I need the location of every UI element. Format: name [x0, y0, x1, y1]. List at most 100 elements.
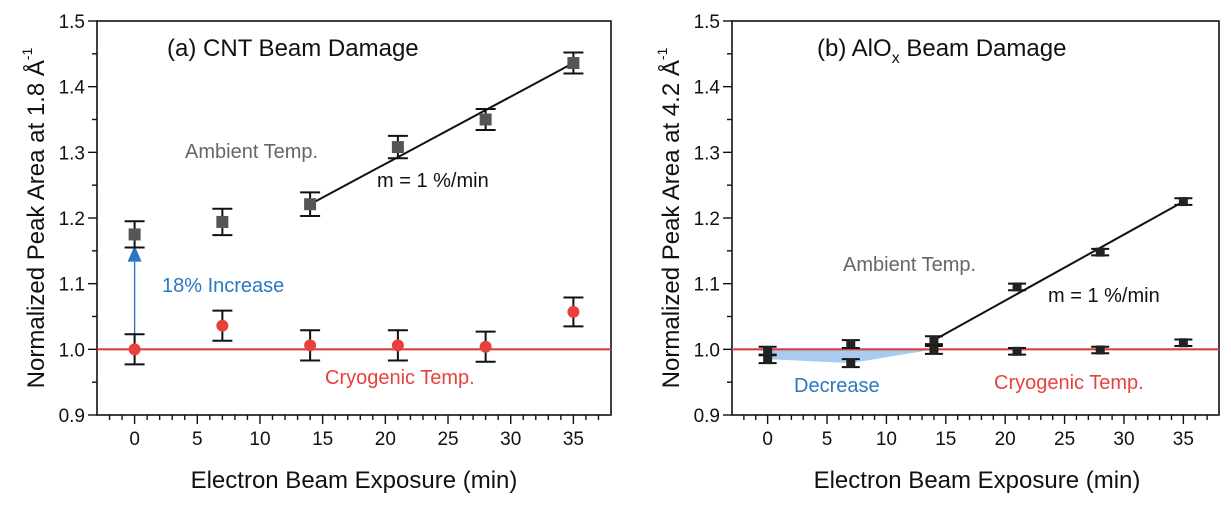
y-tick-label: 1.3	[694, 143, 720, 164]
data-point	[841, 339, 860, 350]
panel-b-ticks: 0 5 10 15 20 25 30 35 0.9 1.0 1.1 1.2 1.3 1.4 1.5	[694, 12, 1208, 450]
data-point	[841, 358, 860, 369]
panel-a-ticks: 0 5 10 15 20 25 30 35 0.9 1.0 1.1 1.2 1.3 1.4 1.5	[59, 12, 600, 450]
panel-b-x-axis-title: Electron Beam Exposure (min)	[814, 467, 1141, 494]
square-marker	[1178, 338, 1188, 348]
circle-marker	[567, 305, 580, 318]
data-point	[475, 107, 496, 132]
x-tick-label: 5	[192, 429, 203, 450]
panel-a-title: (a) CNT Beam Damage	[167, 35, 419, 62]
square-marker	[479, 113, 492, 126]
y-tick-label: 1.5	[694, 12, 720, 33]
x-tick-label: 15	[312, 429, 333, 450]
data-point	[387, 329, 408, 362]
square-marker	[216, 215, 229, 228]
data-point	[1174, 197, 1193, 207]
panel-a-increase-arrow-head	[127, 245, 142, 262]
panel-a-fit-line	[309, 62, 574, 206]
square-marker	[1095, 247, 1105, 257]
x-tick-label: 5	[822, 429, 833, 450]
circle-marker	[391, 339, 404, 352]
square-marker	[304, 198, 317, 211]
x-tick-label: 30	[500, 429, 521, 450]
data-point	[300, 329, 321, 362]
data-point	[300, 191, 321, 218]
y-tick-label: 1.2	[694, 209, 720, 230]
y-tick-label: 1.2	[59, 209, 85, 230]
data-point	[1008, 346, 1027, 356]
square-marker	[846, 358, 856, 368]
data-point	[924, 345, 943, 355]
square-marker	[128, 228, 141, 241]
data-point	[212, 207, 233, 237]
panel-b-ambient-label: Ambient Temp.	[843, 254, 976, 276]
panel-a-x-axis-title: Electron Beam Exposure (min)	[191, 467, 518, 494]
y-tick-label: 0.9	[694, 406, 720, 427]
panel-b-data-points	[758, 197, 1193, 369]
data-point	[758, 345, 777, 356]
panel-b-decrease-label: Decrease	[794, 375, 880, 397]
panel-b-cryo-label: Cryogenic Temp.	[994, 372, 1144, 394]
data-point	[124, 220, 145, 249]
square-marker	[1178, 197, 1188, 207]
panel-b-slope-label: m = 1 %/min	[1048, 285, 1160, 307]
circle-marker	[479, 340, 492, 353]
data-point	[563, 51, 584, 75]
panel-b-fit-line	[933, 200, 1184, 342]
y-tick-label: 1.4	[694, 78, 721, 99]
panel-a-plot-frame	[96, 20, 612, 416]
square-marker	[1095, 345, 1105, 355]
square-marker	[391, 141, 404, 154]
panel-a-cryo-label: Cryogenic Temp.	[325, 367, 475, 389]
square-marker	[763, 354, 773, 364]
square-marker	[929, 345, 939, 355]
data-point	[1008, 282, 1027, 292]
y-tick-label: 1.0	[59, 340, 85, 361]
y-tick-label: 1.1	[59, 275, 85, 296]
x-tick-label: 20	[375, 429, 396, 450]
panel-a-slope-label: m = 1 %/min	[377, 170, 489, 192]
x-tick-label: 10	[249, 429, 270, 450]
x-tick-label: 30	[1113, 429, 1134, 450]
x-tick-label: 10	[876, 429, 897, 450]
square-marker	[929, 335, 939, 345]
panel-b-decrease-region	[767, 349, 934, 364]
panel-a-data-points	[124, 51, 584, 366]
x-tick-label: 35	[563, 429, 584, 450]
data-point	[1091, 247, 1110, 257]
data-point	[475, 330, 496, 363]
data-point	[1091, 345, 1110, 355]
x-tick-label: 35	[1173, 429, 1194, 450]
square-marker	[846, 339, 856, 349]
circle-marker	[304, 339, 317, 352]
x-tick-label: 0	[129, 429, 140, 450]
y-tick-label: 0.9	[59, 406, 85, 427]
x-tick-label: 20	[995, 429, 1016, 450]
square-marker	[1012, 346, 1022, 356]
y-tick-label: 1.5	[59, 12, 85, 33]
x-tick-label: 0	[762, 429, 773, 450]
data-point	[924, 335, 943, 346]
panel-a-y-axis-title: Normalized Peak Area at 1.8 Å-1	[19, 47, 51, 388]
data-point	[212, 309, 233, 342]
x-tick-label: 25	[1054, 429, 1075, 450]
square-marker	[763, 346, 773, 356]
circle-marker	[216, 319, 229, 332]
y-tick-label: 1.0	[694, 340, 720, 361]
panel-b-y-axis-title: Normalized Peak Area at 4.2 Å-1	[654, 47, 686, 388]
panel-a-increase-label: 18% Increase	[162, 275, 284, 297]
data-point	[124, 333, 145, 366]
square-marker	[1012, 282, 1022, 292]
y-tick-label: 1.4	[59, 78, 86, 99]
circle-marker	[128, 343, 141, 356]
data-point	[387, 134, 408, 160]
panel-a-ambient-label: Ambient Temp.	[185, 141, 318, 163]
panel-a-cnt-beam-damage: 0 5 10 15 20 25 30 35 0.9 1.0 1.1 1.2 1.3 1.4 1.5 (a) …	[19, 12, 612, 494]
panel-b-title: (b) AlOx Beam Damage	[817, 35, 1066, 67]
panel-b-alox-beam-damage: 0 5 10 15 20 25 30 35 0.9 1.0 1.1 1.2 1.3 1.4 1.5 (b) …	[654, 12, 1220, 494]
y-tick-label: 1.1	[694, 275, 720, 296]
square-marker	[567, 57, 580, 70]
data-point	[1174, 338, 1193, 348]
x-tick-label: 25	[437, 429, 458, 450]
